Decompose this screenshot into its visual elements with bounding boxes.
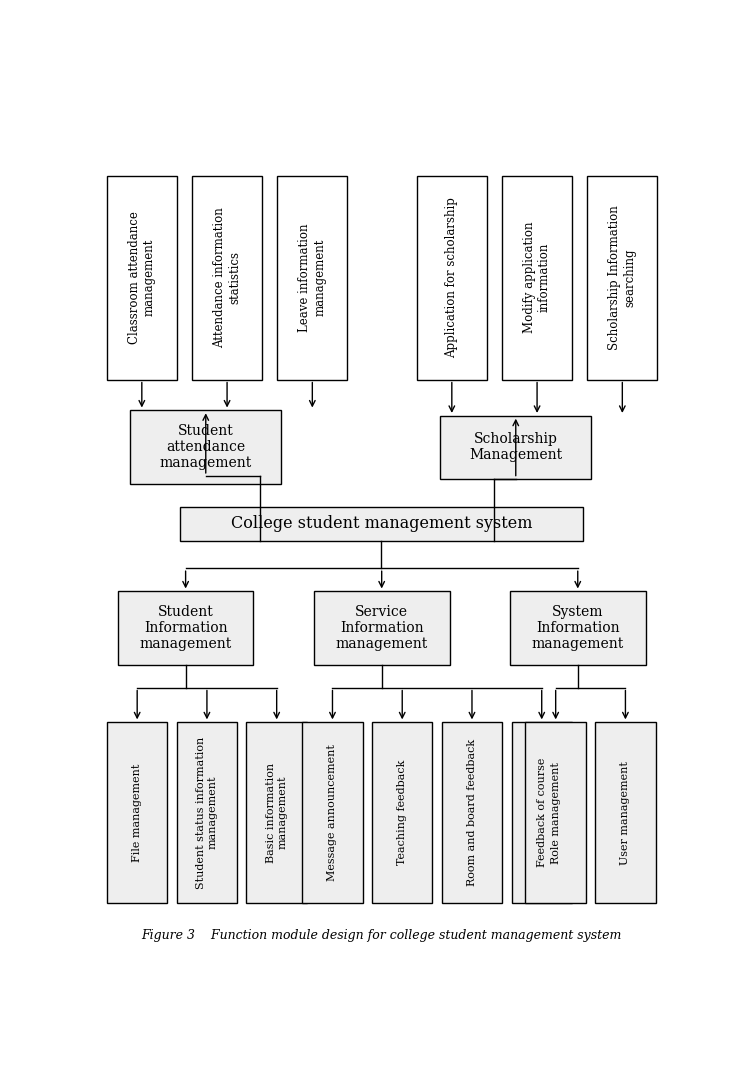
Bar <box>510 592 646 664</box>
Text: Feedback of course: Feedback of course <box>536 758 547 868</box>
Text: Application for scholarship: Application for scholarship <box>446 197 458 358</box>
Text: Leave information
management: Leave information management <box>298 223 327 332</box>
Text: Scholarship Information
searching: Scholarship Information searching <box>609 205 636 350</box>
Text: Service
Information
management: Service Information management <box>336 605 428 651</box>
Bar <box>372 722 432 903</box>
Bar <box>130 411 281 484</box>
Bar <box>314 592 449 664</box>
Bar <box>118 592 254 664</box>
Bar <box>246 722 307 903</box>
Text: Student status information
management: Student status information management <box>196 736 218 889</box>
Bar <box>278 176 347 379</box>
Text: Message announcement: Message announcement <box>327 744 338 881</box>
Bar <box>440 416 591 479</box>
Bar <box>588 176 657 379</box>
Bar <box>180 507 583 541</box>
Text: File management: File management <box>132 763 142 862</box>
Text: College student management system: College student management system <box>231 515 532 533</box>
Bar <box>302 722 363 903</box>
Text: User management: User management <box>620 761 630 865</box>
Text: Figure 3    Function module design for college student management system: Figure 3 Function module design for coll… <box>141 929 621 942</box>
Text: Scholarship
Management: Scholarship Management <box>469 432 562 462</box>
Bar <box>442 722 502 903</box>
Text: Student
attendance
management: Student attendance management <box>160 424 252 470</box>
Bar <box>512 722 572 903</box>
Text: Modify application
information: Modify application information <box>523 222 551 333</box>
Text: Student
Information
management: Student Information management <box>139 605 231 651</box>
Text: Role management: Role management <box>551 762 561 863</box>
Bar <box>177 722 237 903</box>
Bar <box>595 722 655 903</box>
Bar <box>107 176 177 379</box>
Bar <box>417 176 487 379</box>
Text: Classroom attendance
management: Classroom attendance management <box>128 211 155 344</box>
Text: Teaching feedback: Teaching feedback <box>397 760 407 866</box>
Bar <box>502 176 572 379</box>
Bar <box>192 176 262 379</box>
Bar <box>525 722 586 903</box>
Text: Basic information
management: Basic information management <box>266 762 287 862</box>
Text: Attendance information
statistics: Attendance information statistics <box>213 207 241 348</box>
Text: System
Information
management: System Information management <box>532 605 624 651</box>
Text: Room and board feedback: Room and board feedback <box>467 740 477 886</box>
Bar <box>107 722 167 903</box>
